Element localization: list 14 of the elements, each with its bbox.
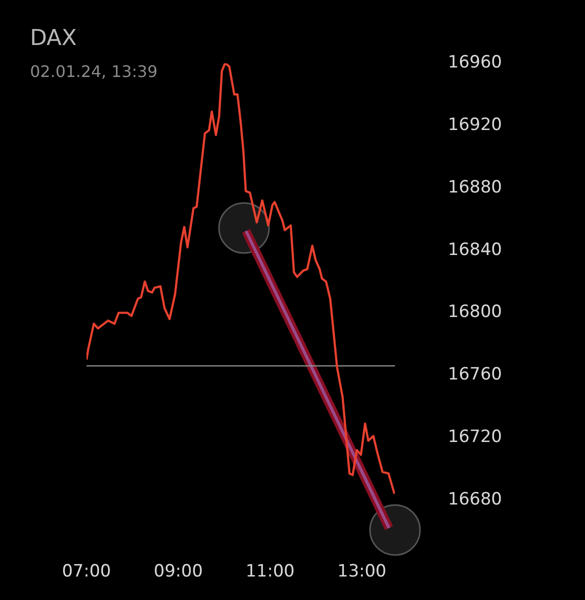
y-tick-label: 16720 (448, 427, 502, 448)
y-tick-label: 16960 (448, 52, 502, 73)
y-tick-label: 16840 (448, 240, 502, 260)
x-tick-label: 13:00 (337, 562, 386, 582)
x-tick-label: 07:00 (62, 562, 111, 582)
y-tick-label: 16760 (448, 364, 502, 385)
x-tick-label: 09:00 (154, 562, 203, 582)
y-tick-label: 16880 (448, 177, 502, 198)
y-tick-label: 16680 (448, 489, 502, 510)
y-tick-label: 16920 (448, 115, 502, 136)
chart-title: DAX (30, 26, 77, 51)
y-tick-label: 16800 (448, 302, 502, 322)
x-tick-label: 11:00 (246, 562, 295, 582)
chart-subtitle: 02.01.24, 13:39 (30, 62, 158, 81)
